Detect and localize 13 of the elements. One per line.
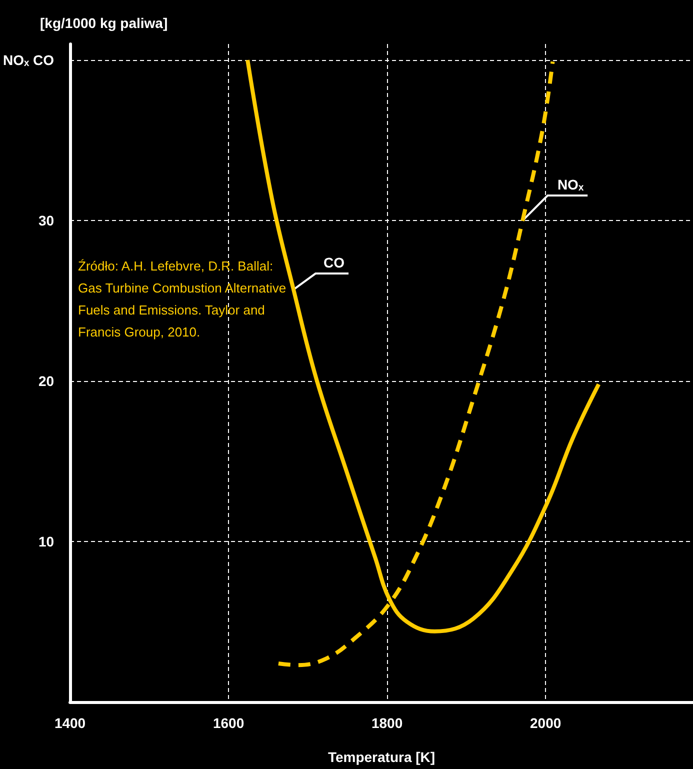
y-tick-label: 10 [38, 534, 54, 550]
x-tick-label: 2000 [530, 715, 562, 731]
x-tick-label: 1400 [54, 715, 86, 731]
series-label: NOₓ [557, 176, 584, 193]
y-axis-title: [kg/1000 kg paliwa] [40, 15, 168, 31]
y-tick-label: 30 [38, 212, 54, 229]
text: CO [324, 254, 345, 271]
y-tick-label: 20 [38, 373, 54, 390]
x-tick-label: 1800 [371, 715, 403, 731]
y-tick-label: NOₓ CO [2, 52, 54, 68]
x-axis-title: Temperatura [K] [328, 749, 436, 765]
x-tick-label: 1600 [212, 715, 244, 731]
annotation: Źródło: A.H. Lefebvre, D.R. Ballal: Gas Turbine Combustion Alternative Fuels and Emissions. Taylor and Francis Group, 2010. [78, 258, 290, 340]
